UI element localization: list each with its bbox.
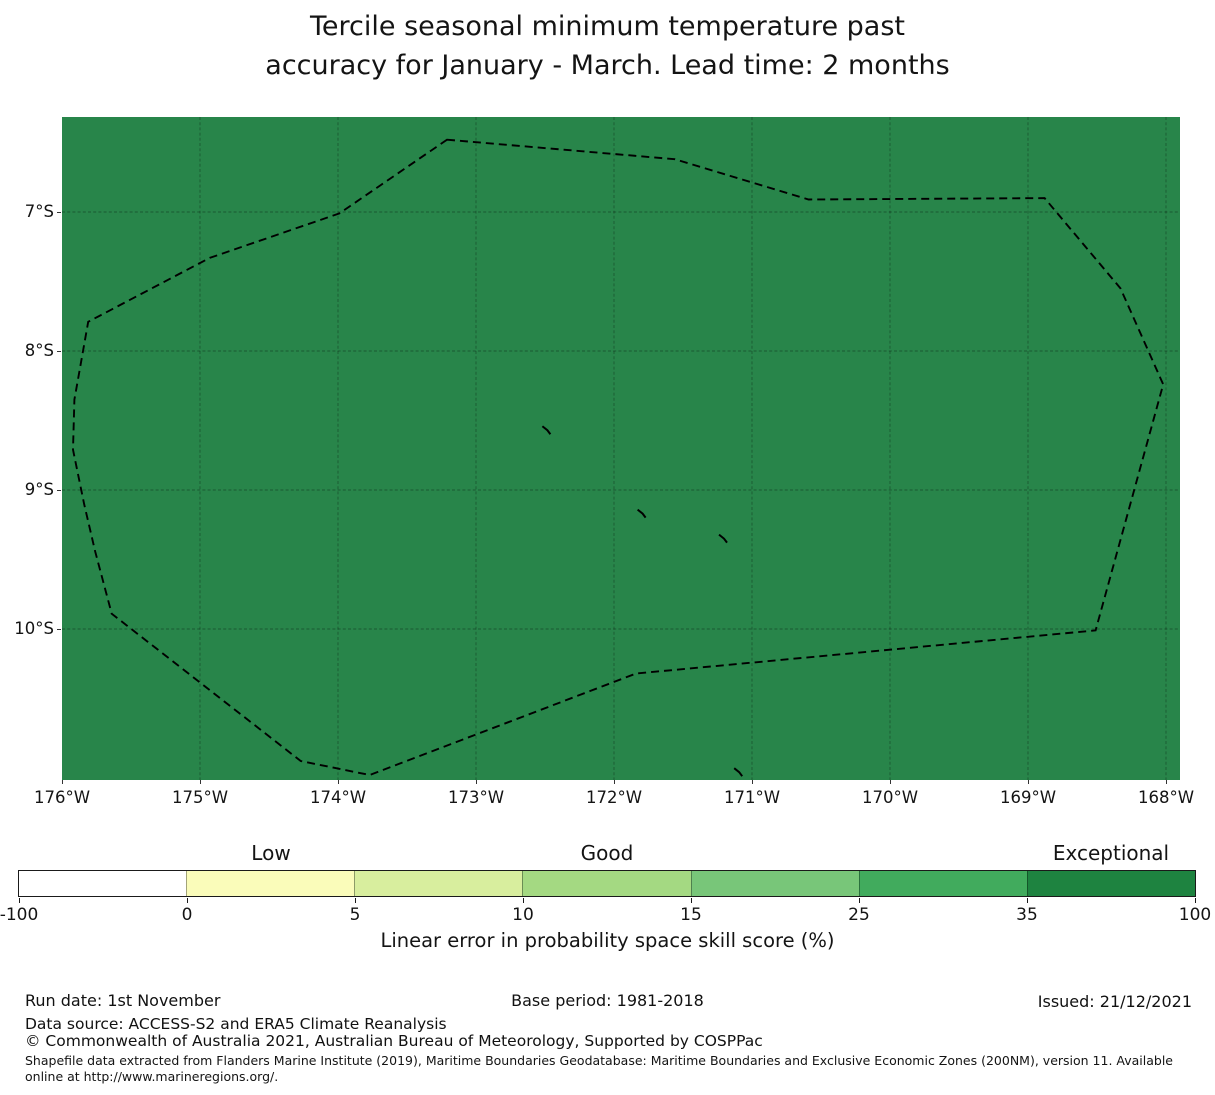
colorbar-segment (19, 871, 187, 896)
map-canvas (62, 117, 1180, 780)
colorbar-axis-label: Linear error in probability space skill … (380, 929, 835, 952)
y-tick-mark (57, 490, 61, 491)
y-tick-mark (57, 629, 61, 630)
issued-date-text: Issued: 21/12/2021 (1037, 992, 1192, 1011)
shapefile-note-text: Shapefile data extracted from Flanders M… (25, 1053, 1173, 1085)
eez-boundary-line (72, 138, 1165, 776)
colorbar-segment (186, 871, 355, 896)
colorbar-tick (1195, 898, 1196, 903)
x-tick-label: 169°W (999, 788, 1057, 807)
base-period-text: Base period: 1981-2018 (511, 991, 704, 1010)
colorbar-tick (355, 898, 356, 903)
island-mark (718, 533, 728, 544)
y-tick-mark (57, 212, 61, 213)
run-date-text: Run date: 1st November (25, 991, 221, 1010)
copyright-text: © Commonwealth of Australia 2021, Austra… (25, 1032, 763, 1050)
x-tick-mark (890, 780, 891, 784)
colorbar-tick (691, 898, 692, 903)
x-tick-label: 173°W (447, 788, 505, 807)
y-tick-label: 7°S (24, 202, 54, 221)
colorbar: -100 0 5 10 15 25 35 100 Low Good Exceptional (0, 841, 1211, 925)
x-tick-label: 171°W (723, 788, 781, 807)
island-mark (733, 767, 744, 777)
map-area (62, 117, 1180, 780)
colorbar-category-label: Good (580, 841, 634, 865)
y-tick-label: 9°S (24, 480, 54, 499)
y-tick-mark (57, 351, 61, 352)
x-tick-mark (62, 780, 63, 784)
x-tick-label: 176°W (33, 788, 91, 807)
colorbar-tick (523, 898, 524, 903)
x-tick-mark (1166, 780, 1167, 784)
colorbar-tick-label: 35 (1016, 905, 1038, 925)
x-tick-mark (476, 780, 477, 784)
colorbar-segment (1026, 871, 1195, 896)
map-fill (62, 117, 1180, 780)
x-tick-mark (338, 780, 339, 784)
colorbar-tick-label: 100 (1178, 905, 1212, 925)
x-tick-label: 172°W (585, 788, 643, 807)
data-source-text: Data source: ACCESS-S2 and ERA5 Climate … (25, 1015, 447, 1033)
colorbar-category-label: Low (251, 841, 291, 865)
y-tick-label: 10°S (14, 619, 54, 638)
x-tick-label: 175°W (171, 788, 229, 807)
x-tick-label: 168°W (1137, 788, 1195, 807)
colorbar-segment (690, 871, 859, 896)
colorbar-tick-label: 10 (512, 905, 534, 925)
colorbar-tick-label: 15 (680, 905, 702, 925)
colorbar-segment (522, 871, 691, 896)
colorbar-tick-label: -100 (0, 905, 39, 925)
colorbar-tick (859, 898, 860, 903)
colorbar-segment (354, 871, 523, 896)
colorbar-tick-label: 5 (349, 905, 361, 925)
colorbar-tick (1027, 898, 1028, 903)
x-tick-label: 174°W (309, 788, 367, 807)
x-tick-mark (752, 780, 753, 784)
figure-title: Tercile seasonal minimum temperature pas… (265, 11, 950, 81)
island-mark (636, 508, 647, 519)
colorbar-segment (858, 871, 1027, 896)
x-tick-mark (200, 780, 201, 784)
x-tick-label: 170°W (861, 788, 919, 807)
colorbar-tick-label: 0 (181, 905, 193, 925)
colorbar-tick (19, 898, 20, 903)
island-mark (541, 425, 552, 435)
y-tick-label: 8°S (24, 341, 54, 360)
colorbar-tick-label: 25 (848, 905, 870, 925)
colorbar-category-label: Exceptional (1052, 841, 1170, 865)
x-tick-mark (1028, 780, 1029, 784)
x-tick-mark (614, 780, 615, 784)
colorbar-tick (187, 898, 188, 903)
